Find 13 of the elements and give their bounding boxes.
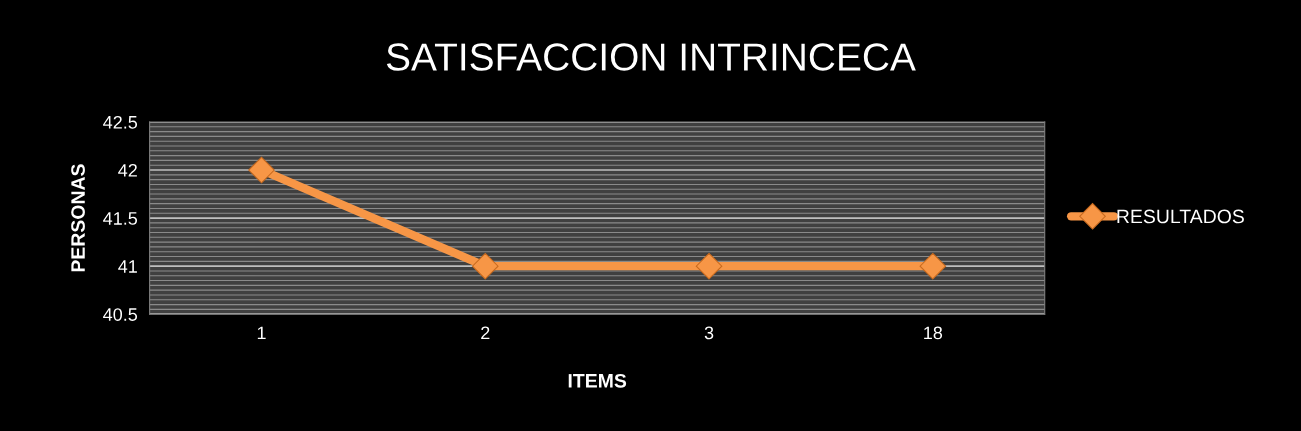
x-tick-label: 3 xyxy=(704,326,714,340)
y-tick-label: 42 xyxy=(118,163,137,177)
x-tick-label: 2 xyxy=(481,326,490,340)
y-tick-label: 41 xyxy=(118,260,137,273)
y-tick-label: 40.5 xyxy=(103,308,138,321)
legend-label: RESULTADOS xyxy=(1117,209,1244,224)
y-tick-label: 41.5 xyxy=(103,212,138,225)
y-axis-title: PERSONAS xyxy=(71,164,85,272)
x-tick-label: 1 xyxy=(257,326,266,340)
x-tick-label: 18 xyxy=(924,326,943,340)
y-tick-label: 42.5 xyxy=(103,115,138,129)
chart-title: SATISFACCION INTRINCECA xyxy=(386,43,916,71)
x-axis-title: ITEMS xyxy=(568,373,627,388)
